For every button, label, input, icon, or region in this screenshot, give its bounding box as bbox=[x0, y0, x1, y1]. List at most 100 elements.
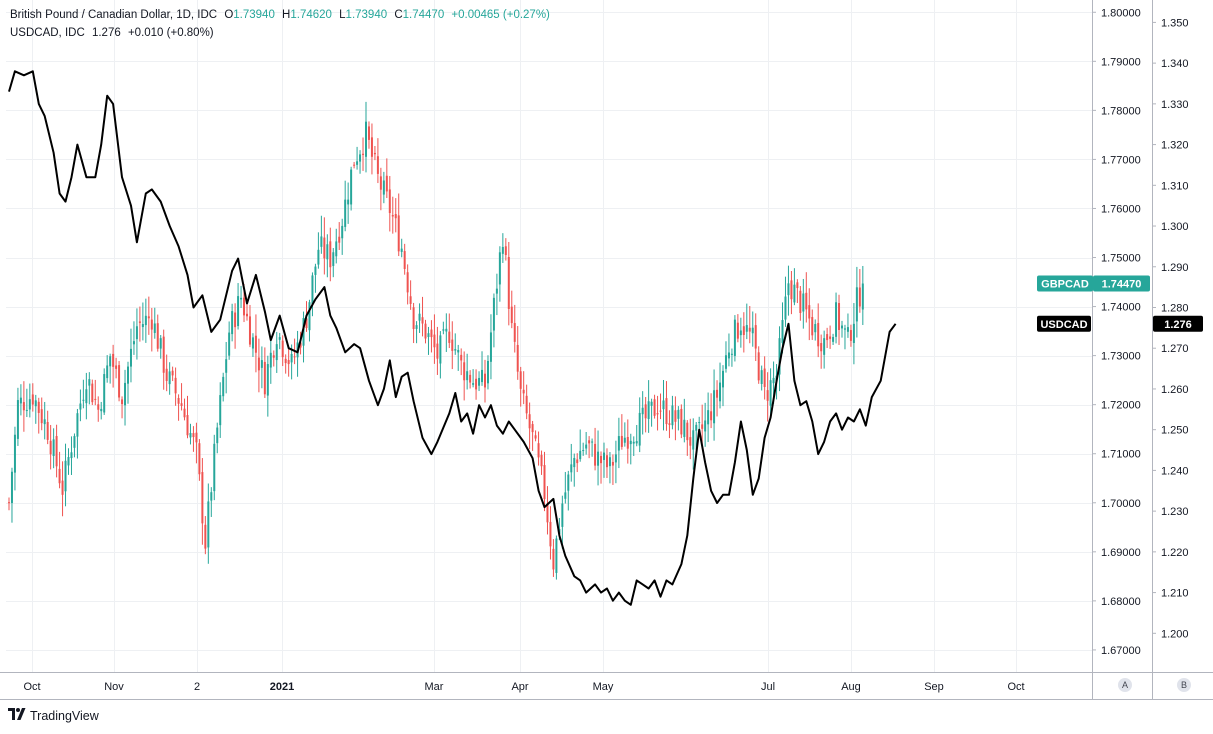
usdcad-price-label-bg bbox=[1153, 315, 1203, 332]
candle-body bbox=[198, 443, 201, 475]
primary-axis-tick-label: 1.80000 bbox=[1101, 7, 1141, 19]
candle-body bbox=[293, 356, 296, 358]
candle-body bbox=[608, 457, 611, 467]
candle-body bbox=[522, 389, 525, 394]
candle-body bbox=[611, 461, 614, 466]
usdcad-price-label: 1.276 bbox=[1164, 319, 1192, 331]
candle-body bbox=[10, 471, 13, 503]
candle-body bbox=[382, 180, 385, 195]
candle-body bbox=[409, 296, 412, 304]
candle-body bbox=[751, 327, 754, 334]
candle-body bbox=[668, 423, 671, 425]
candle-body bbox=[79, 403, 82, 410]
candle-body bbox=[787, 283, 790, 296]
candle-body bbox=[724, 355, 727, 369]
candle-body bbox=[106, 365, 109, 379]
candle-body bbox=[341, 225, 344, 239]
candle-body bbox=[147, 316, 150, 319]
candle-body bbox=[603, 452, 605, 460]
candle-body bbox=[576, 459, 579, 464]
candle-body bbox=[246, 313, 248, 317]
candle-body bbox=[376, 156, 379, 174]
candle-body bbox=[13, 434, 16, 473]
candle-body bbox=[183, 408, 186, 418]
candle-body bbox=[588, 440, 591, 444]
secondary-axis-tick-label: 1.200 bbox=[1161, 628, 1189, 640]
candle-body bbox=[329, 241, 332, 268]
usdcad-series-name-label: USDCAD bbox=[1040, 319, 1087, 331]
usdcad-series-name-label-bg bbox=[1037, 315, 1091, 332]
candle-body bbox=[492, 297, 495, 331]
candle-body bbox=[626, 436, 629, 449]
candle-body bbox=[644, 404, 647, 419]
candle-body bbox=[100, 408, 103, 412]
candle-body bbox=[412, 307, 415, 330]
candle-body bbox=[254, 335, 257, 353]
secondary-axis-tick-label: 1.330 bbox=[1161, 99, 1189, 111]
primary-axis-tick-label: 1.73000 bbox=[1101, 351, 1141, 363]
candle-body bbox=[597, 451, 600, 466]
candle-body bbox=[305, 318, 308, 329]
candle-body bbox=[769, 380, 772, 406]
auto-scale-button-b[interactable]: B bbox=[1177, 678, 1191, 692]
candle-body bbox=[103, 374, 106, 413]
candle-body bbox=[335, 241, 338, 257]
chart-legend: British Pound / Canadian Dollar, 1D, IDC… bbox=[10, 6, 554, 42]
candle-body bbox=[201, 472, 204, 524]
candle-body bbox=[112, 353, 115, 367]
candle-body bbox=[680, 408, 683, 435]
candle-body bbox=[115, 365, 118, 369]
secondary-axis-tick-label: 1.250 bbox=[1161, 425, 1189, 437]
candle-body bbox=[153, 323, 156, 333]
candle-body bbox=[701, 424, 704, 429]
candle-body bbox=[472, 383, 475, 385]
candle-body bbox=[778, 338, 781, 375]
candle-body bbox=[189, 433, 192, 438]
candle-body bbox=[469, 374, 472, 383]
candle-body bbox=[388, 189, 391, 214]
candle-body bbox=[433, 334, 436, 348]
candle-body bbox=[617, 436, 620, 451]
candle-body bbox=[707, 410, 710, 425]
primary-axis-tick-label: 1.78000 bbox=[1101, 105, 1141, 117]
candle-body bbox=[263, 361, 266, 395]
candle-body bbox=[210, 492, 213, 501]
candle-body bbox=[525, 395, 528, 414]
candle-body bbox=[466, 371, 469, 381]
candle-body bbox=[855, 287, 858, 322]
candle-body bbox=[37, 401, 40, 413]
gbpcad-price-label-bg bbox=[1093, 275, 1150, 292]
candle-body bbox=[31, 394, 34, 405]
candle-body bbox=[22, 402, 25, 411]
candle-body bbox=[46, 422, 49, 440]
candle-body bbox=[91, 383, 94, 403]
auto-scale-button-a[interactable]: A bbox=[1118, 678, 1132, 692]
candle-body bbox=[43, 419, 46, 425]
candle-body bbox=[546, 503, 549, 523]
candle-body bbox=[683, 419, 686, 437]
candle-body bbox=[85, 389, 88, 404]
open-value: 1.73940 bbox=[233, 9, 275, 21]
candle-body bbox=[287, 359, 290, 365]
candle-body bbox=[567, 474, 570, 491]
tradingview-logo[interactable]: TradingView bbox=[8, 708, 99, 723]
candle-body bbox=[70, 452, 73, 459]
candle-body bbox=[177, 397, 180, 404]
candle-body bbox=[519, 371, 522, 389]
candle-body bbox=[379, 176, 382, 190]
main-symbol-title: British Pound / Canadian Dollar, 1D, IDC bbox=[10, 9, 218, 21]
candle-body bbox=[653, 399, 656, 416]
candle-body bbox=[510, 306, 513, 324]
candle-body bbox=[549, 521, 552, 547]
candle-body bbox=[129, 348, 132, 367]
candle-body bbox=[656, 413, 659, 415]
candle-body bbox=[240, 297, 243, 300]
candle-body bbox=[719, 382, 722, 402]
candle-body bbox=[635, 441, 638, 444]
candle-body bbox=[326, 244, 329, 260]
candle-body bbox=[808, 305, 811, 319]
candle-body bbox=[763, 368, 766, 387]
candle-body bbox=[742, 326, 745, 335]
usdcad-compare-line bbox=[8, 70, 897, 606]
